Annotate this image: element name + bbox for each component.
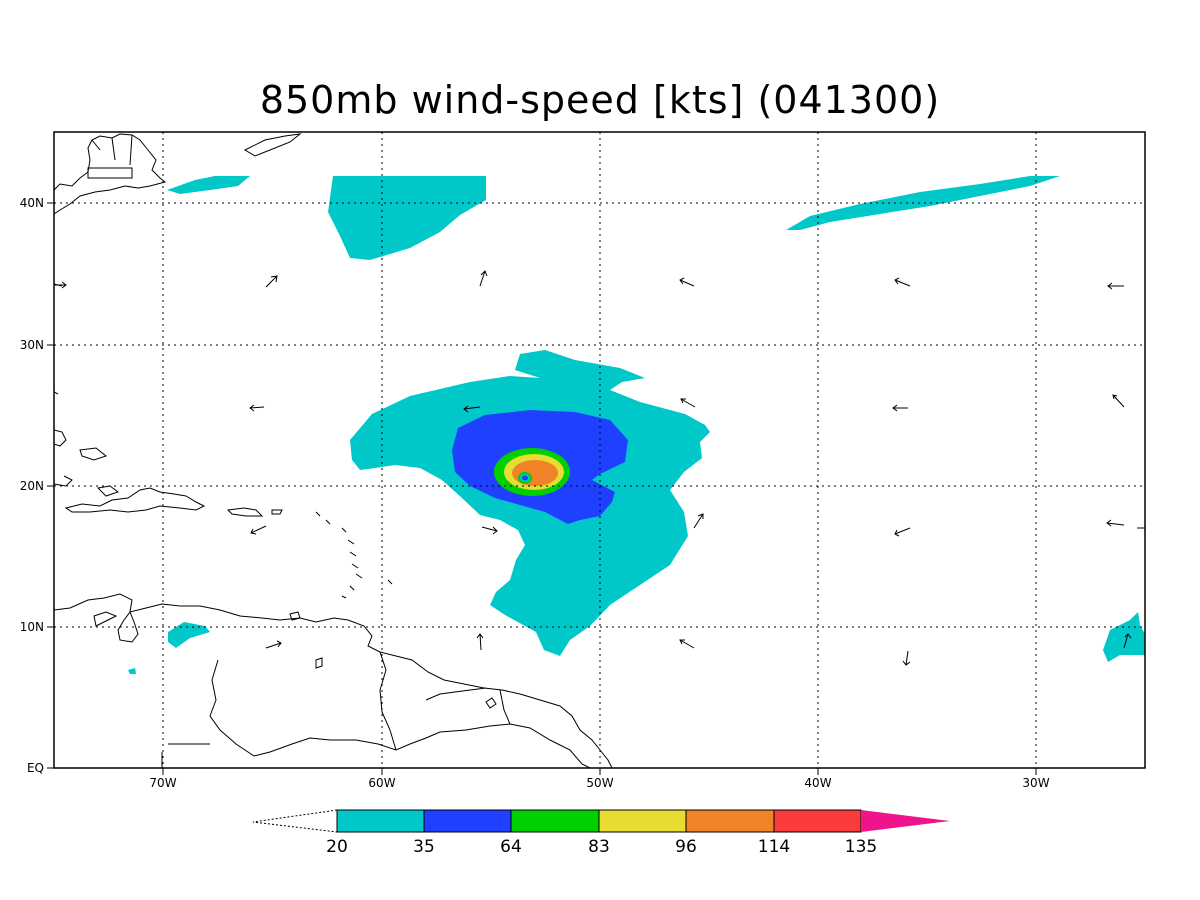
lon-label-40w: 40W	[804, 776, 831, 790]
colorbar-bin-96	[685, 809, 775, 833]
coastline-outlines	[54, 133, 613, 768]
lat-label-10n: 10N	[20, 620, 44, 634]
colorbar-label-35: 35	[413, 837, 435, 857]
wind-20kt-region	[128, 176, 1145, 674]
colorbar-label-135: 135	[845, 837, 877, 857]
colorbar-label-64: 64	[500, 837, 522, 857]
lon-label-50w: 50W	[586, 776, 613, 790]
map-title: 850mb wind-speed [kts] (041300)	[259, 78, 941, 122]
lon-label-60w: 60W	[368, 776, 395, 790]
colorbar-right-triangle	[861, 810, 950, 832]
lat-label-40n: 40N	[20, 196, 44, 210]
colorbar-label-114: 114	[758, 837, 790, 857]
lon-label-70w: 70W	[149, 776, 176, 790]
lat-label-eq: EQ	[27, 761, 44, 775]
lat-label-20n: 20N	[20, 479, 44, 493]
lat-label-30n: 30N	[20, 338, 44, 352]
wind-vectors	[54, 270, 1145, 666]
colorbar	[252, 809, 950, 833]
colorbar-bin-114	[773, 809, 862, 833]
colorbar-label-96: 96	[675, 837, 697, 857]
storm-eye-center	[522, 475, 528, 481]
colorbar-bin-64	[510, 809, 600, 833]
colorbar-bin-20	[336, 809, 425, 833]
colorbar-bin-35	[423, 809, 512, 833]
colorbar-left-triangle	[252, 809, 338, 833]
map-gridlines	[54, 132, 1145, 768]
lon-label-30w: 30W	[1022, 776, 1049, 790]
colorbar-label-83: 83	[588, 837, 610, 857]
axis-ticks	[47, 202, 1037, 775]
colorbar-label-20: 20	[326, 837, 348, 857]
wind-96kt-region	[512, 460, 558, 486]
colorbar-bin-83	[598, 809, 687, 833]
